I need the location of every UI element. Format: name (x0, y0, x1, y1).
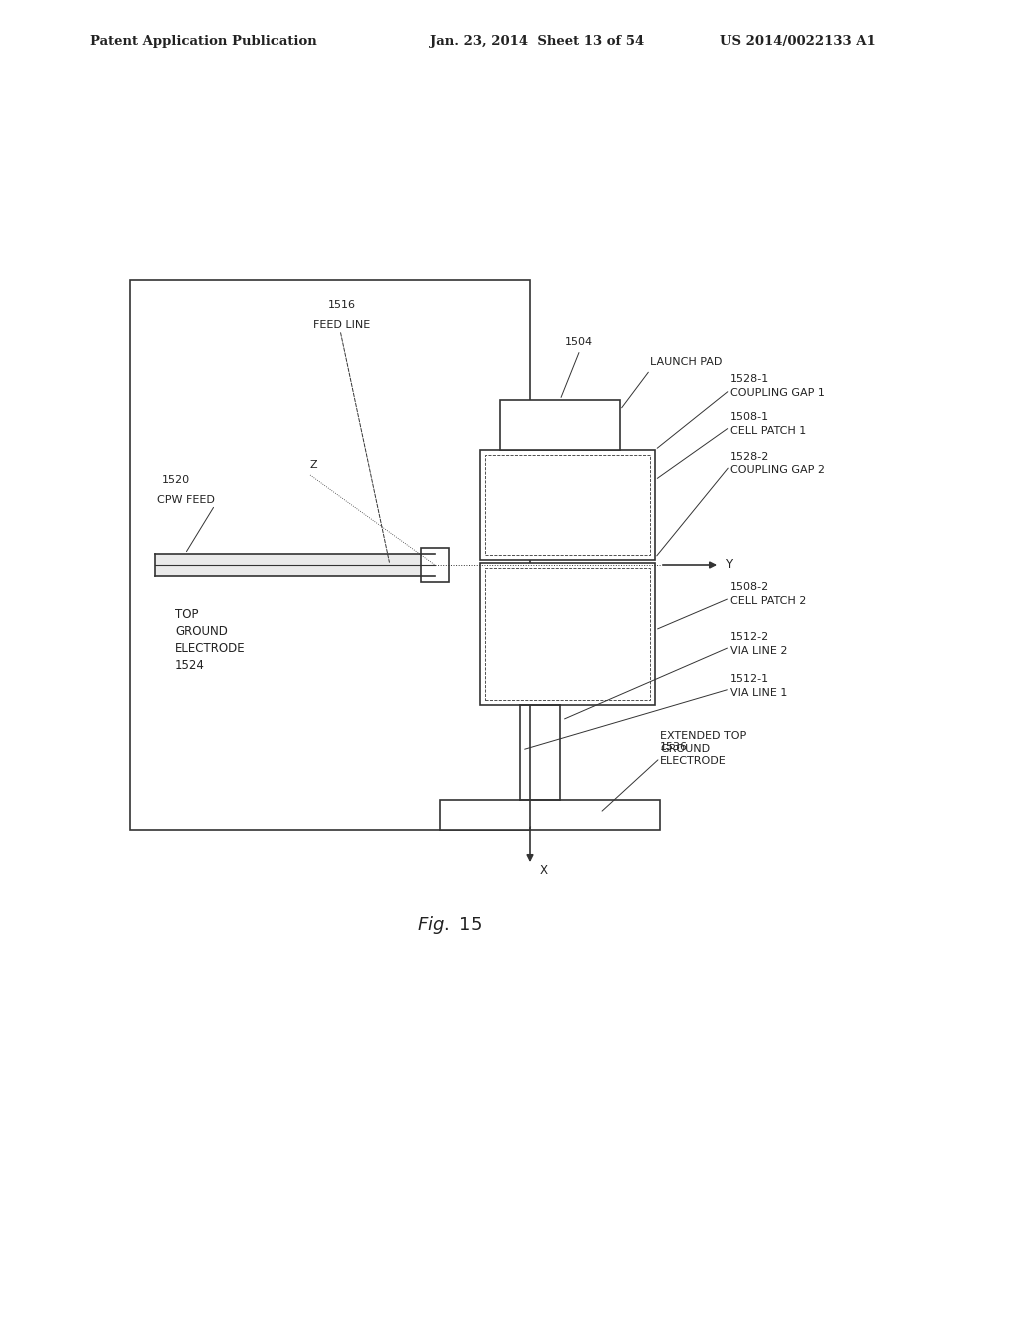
Text: COUPLING GAP 2: COUPLING GAP 2 (730, 465, 825, 475)
Text: EXTENDED TOP
GROUND
ELECTRODE: EXTENDED TOP GROUND ELECTRODE (660, 731, 746, 766)
Text: COUPLING GAP 1: COUPLING GAP 1 (730, 388, 825, 399)
Text: Patent Application Publication: Patent Application Publication (90, 36, 316, 48)
Text: CELL PATCH 2: CELL PATCH 2 (730, 597, 806, 606)
Text: CPW FEED: CPW FEED (157, 495, 215, 506)
Text: 1508-2: 1508-2 (730, 582, 769, 591)
Text: US 2014/0022133 A1: US 2014/0022133 A1 (720, 36, 876, 48)
Text: Jan. 23, 2014  Sheet 13 of 54: Jan. 23, 2014 Sheet 13 of 54 (430, 36, 644, 48)
Text: Z: Z (310, 459, 317, 470)
Text: 1520: 1520 (162, 475, 190, 484)
Text: CELL PATCH 1: CELL PATCH 1 (730, 426, 806, 436)
Bar (421, 548, 449, 582)
Text: 1504: 1504 (565, 337, 593, 347)
Text: X: X (540, 863, 548, 876)
Bar (480, 450, 655, 560)
Text: 1528-2: 1528-2 (730, 451, 769, 462)
Text: FEED LINE: FEED LINE (313, 319, 371, 330)
Text: 1536: 1536 (660, 742, 688, 752)
Text: 1516: 1516 (328, 300, 356, 310)
Text: Y: Y (725, 558, 732, 572)
Text: TOP
GROUND
ELECTRODE
1524: TOP GROUND ELECTRODE 1524 (175, 609, 246, 672)
Text: LAUNCH PAD: LAUNCH PAD (650, 356, 722, 367)
Text: 1508-1: 1508-1 (730, 412, 769, 422)
Text: VIA LINE 2: VIA LINE 2 (730, 645, 787, 656)
Text: 1512-1: 1512-1 (730, 675, 769, 684)
Bar (440, 800, 660, 830)
Text: $\it{Fig.}$ $\it{15}$: $\it{Fig.}$ $\it{15}$ (418, 913, 482, 936)
Bar (485, 568, 650, 700)
Bar (480, 564, 655, 705)
Text: 1528-1: 1528-1 (730, 374, 769, 384)
Bar (130, 280, 530, 830)
Bar (485, 455, 650, 554)
Bar (155, 554, 435, 576)
Text: 1512-2: 1512-2 (730, 632, 769, 642)
Text: VIA LINE 1: VIA LINE 1 (730, 688, 787, 698)
Bar (500, 400, 620, 450)
